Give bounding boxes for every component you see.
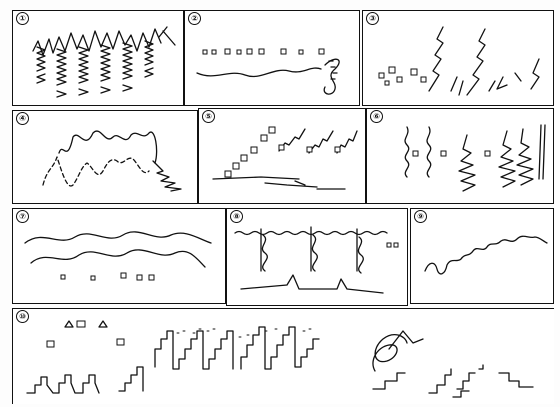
panel-10: ⑩	[12, 308, 554, 404]
panel-6-number: ⑥	[370, 110, 383, 123]
panel-9-number: ⑨	[414, 210, 427, 223]
panel-2-drawing	[196, 48, 340, 95]
panel-9: ⑨	[410, 208, 554, 304]
panel-10-number: ⑩	[16, 310, 29, 323]
panel-8: ⑧	[226, 208, 408, 306]
panel-4-drawing	[42, 130, 182, 192]
panel-8-drawing	[234, 226, 399, 294]
panel-1-number: ①	[16, 12, 29, 25]
panel-5-number: ⑤	[202, 110, 215, 123]
panel-3-number: ③	[366, 12, 379, 25]
panel-6: ⑥	[366, 108, 554, 204]
panel-4: ④	[12, 110, 198, 204]
panel-5: ⑤	[198, 108, 366, 204]
panel-7-drawing	[24, 231, 212, 281]
panel-1-drawing	[32, 26, 176, 98]
panel-6-drawing	[404, 124, 546, 192]
panel-4-number: ④	[16, 112, 29, 125]
panel-1: ①	[12, 10, 184, 106]
panel-8-number: ⑧	[230, 210, 243, 223]
panel-3: ③	[362, 10, 554, 106]
panel-7: ⑦	[12, 208, 226, 304]
panel-5-drawing	[212, 126, 358, 190]
panel-10-drawing	[26, 320, 534, 398]
panel-2: ②	[184, 10, 360, 106]
panel-3-drawing	[378, 26, 540, 96]
panel-2-number: ②	[188, 12, 201, 25]
panel-9-drawing	[424, 235, 548, 275]
panel-7-number: ⑦	[16, 210, 29, 223]
